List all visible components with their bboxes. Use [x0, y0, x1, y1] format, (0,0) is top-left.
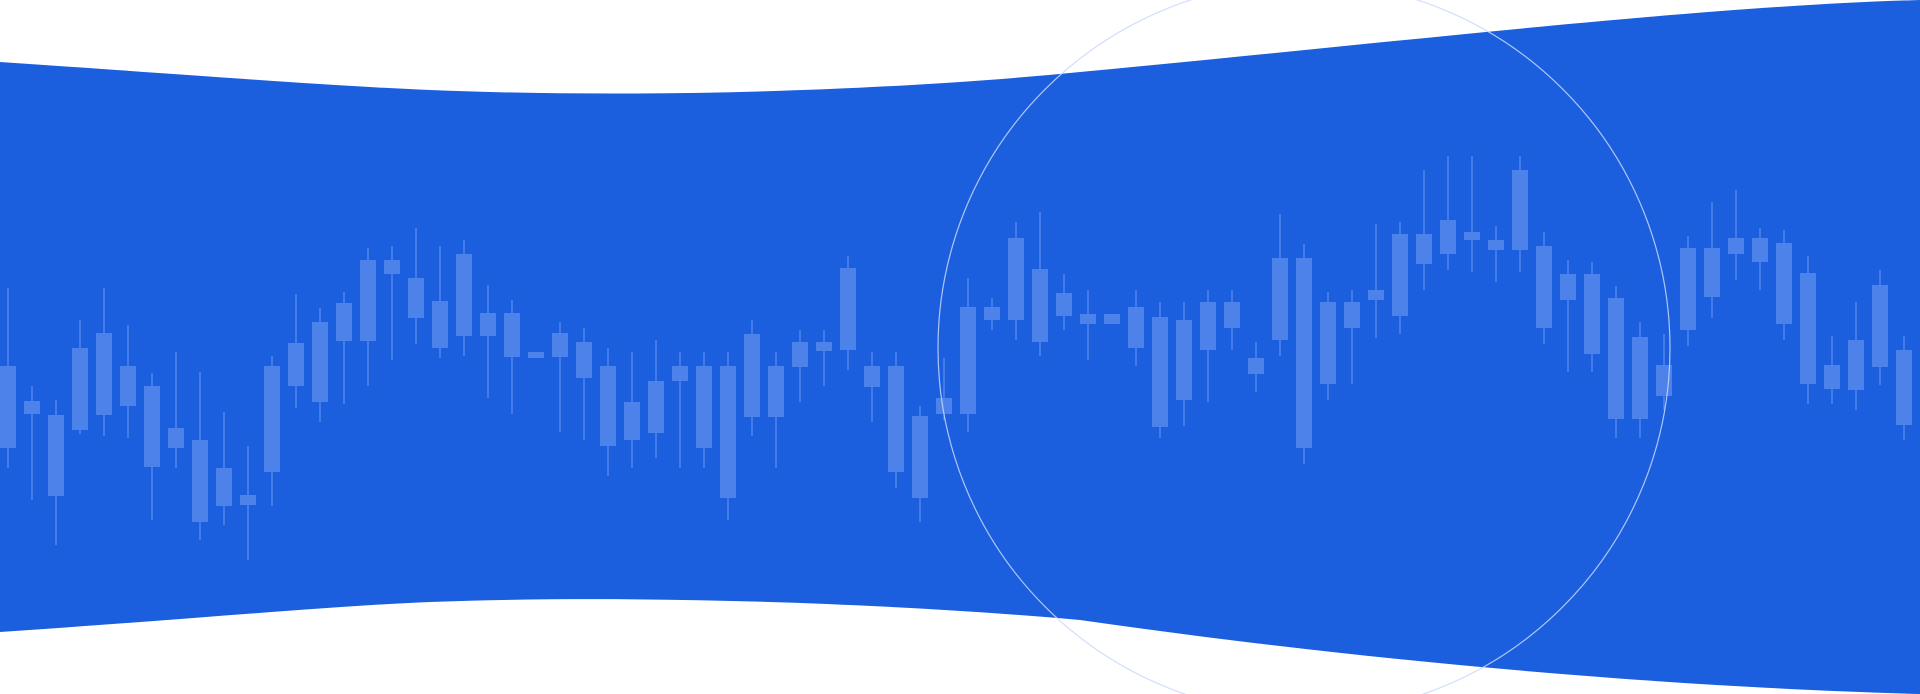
candle-body [1272, 258, 1288, 340]
candle-body [864, 366, 880, 387]
candle-body [336, 303, 352, 341]
candle-body [240, 495, 256, 505]
candle-body [552, 333, 568, 357]
candle-body [600, 366, 616, 446]
candle-body [840, 268, 856, 350]
candle-body [48, 415, 64, 496]
candle-body [1128, 307, 1144, 348]
candle-body [1248, 358, 1264, 374]
candle-body [1032, 269, 1048, 342]
candle-body [1560, 274, 1576, 300]
candle-body [720, 366, 736, 498]
candle-body [648, 381, 664, 433]
candle-body [1680, 248, 1696, 330]
candle-body [888, 366, 904, 472]
candle-body [1704, 248, 1720, 297]
candle-body [696, 366, 712, 448]
candle-body [1368, 290, 1384, 300]
decorative-circle-outline [937, 0, 1671, 694]
candle-body [288, 343, 304, 386]
candle-body [24, 401, 40, 414]
candle-body [1632, 337, 1648, 419]
candle-body [1152, 317, 1168, 427]
candle-body [1896, 350, 1912, 425]
candle-body [1320, 302, 1336, 384]
candle-body [576, 342, 592, 378]
candle-body [384, 260, 400, 274]
candle-body [1464, 232, 1480, 240]
candle-body [144, 386, 160, 467]
candle-body [192, 440, 208, 522]
candle-body [72, 348, 88, 430]
candle-body [264, 366, 280, 472]
candle-body [504, 313, 520, 357]
candle-body [1512, 170, 1528, 250]
candle-body [120, 366, 136, 406]
candlestick-pattern [0, 156, 1912, 560]
candle-body [360, 260, 376, 341]
candle-body [1536, 246, 1552, 328]
candle-body [936, 398, 952, 414]
candle-body [1176, 320, 1192, 400]
candle-body [624, 402, 640, 440]
candle-body [1200, 302, 1216, 350]
candle-body [792, 342, 808, 367]
candle-body [312, 322, 328, 402]
candle-body [1608, 298, 1624, 419]
candle-body [1848, 340, 1864, 390]
candle-body [96, 333, 112, 415]
candle-body [912, 416, 928, 498]
candle-body [528, 352, 544, 358]
candle-body [960, 307, 976, 414]
candle-body [1872, 285, 1888, 367]
candle-body [432, 301, 448, 348]
candle-body [1344, 302, 1360, 328]
candle-body [1416, 234, 1432, 264]
candle-body [1296, 258, 1312, 448]
candle-body [1488, 240, 1504, 250]
candle-body [0, 366, 16, 448]
candle-body [1776, 243, 1792, 324]
candle-body [168, 428, 184, 448]
candle-body [744, 334, 760, 417]
candle-body [768, 366, 784, 417]
candle-body [1800, 273, 1816, 384]
candle-body [672, 366, 688, 381]
candle-body [1824, 365, 1840, 389]
candle-body [1056, 293, 1072, 316]
candle-body [1728, 238, 1744, 254]
candle-body [480, 313, 496, 336]
candle-body [1224, 302, 1240, 328]
candle-body [984, 307, 1000, 320]
candle-body [1104, 314, 1120, 324]
candle-body [216, 468, 232, 506]
candle-body [408, 278, 424, 318]
candle-body [816, 342, 832, 351]
candle-body [1584, 274, 1600, 354]
candle-body [1752, 238, 1768, 262]
candle-body [1008, 238, 1024, 320]
candle-body [1440, 220, 1456, 254]
candle-body [1392, 234, 1408, 316]
candle-body [456, 254, 472, 336]
candle-body [1080, 314, 1096, 324]
